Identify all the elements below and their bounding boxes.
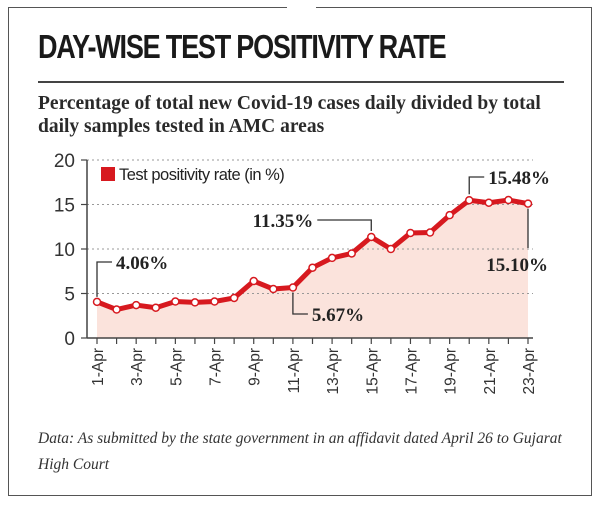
legend-swatch [101,167,115,181]
data-point [425,228,435,237]
data-point [269,284,278,294]
annotation-label: 15.48% [488,168,550,189]
data-point [190,298,200,307]
data-point [308,263,317,272]
data-point [131,300,141,310]
data-point [171,297,180,306]
annotation-label: 5.67% [312,305,364,326]
data-point [229,293,239,303]
data-point [504,195,513,205]
data-point [445,210,454,220]
data-point [484,198,494,207]
x-tick-label: 1-Apr [90,348,107,386]
y-tick-label: 15 [54,196,75,217]
y-tick-label: 0 [64,329,75,350]
y-tick-label: 5 [64,285,75,306]
data-point [327,253,337,263]
x-tick-label: 21-Apr [482,348,499,395]
annotation-leader [468,176,485,195]
legend-label: Test positivity rate (in %) [119,166,284,184]
annotation-leader [292,292,308,315]
x-tick-label: 17-Apr [403,348,420,395]
title-rule [38,81,564,83]
frame-top-right [316,7,591,8]
data-point [288,283,298,292]
x-tick-label: 13-Apr [325,348,342,395]
annotation-leader [317,219,372,231]
data-point [151,303,161,312]
chart-title: DAY-WISE TEST POSITIVITY RATE [38,28,447,65]
frame-top-left [8,7,287,8]
annotation-label: 11.35% [253,211,314,232]
data-point [112,305,121,314]
x-tick-label: 15-Apr [364,348,381,395]
x-tick-label: 9-Apr [247,348,264,386]
y-tick-label: 10 [54,240,75,261]
x-tick-label: 19-Apr [443,348,460,395]
annotation-label: 15.10% [486,255,548,276]
data-point [92,297,102,307]
data-point [210,297,219,306]
data-point [386,244,396,254]
data-point [406,228,415,238]
chart-subtitle: Percentage of total new Covid-19 cases d… [38,93,541,137]
x-tick-label: 11-Apr [286,348,303,393]
annotation-label: 4.06% [116,253,168,274]
x-tick-label: 7-Apr [208,348,225,386]
chart-footnote: Data: As submitted by the state governme… [38,430,562,473]
chart-frame [8,7,592,496]
x-tick-label: 5-Apr [168,348,185,386]
x-tick-label: 23-Apr [521,348,538,395]
annotation-leader [96,261,112,297]
data-point [367,232,376,242]
data-point [347,249,356,258]
data-point [249,276,258,286]
data-point [464,195,474,205]
x-tick-label: 3-Apr [129,348,146,386]
data-point [523,199,533,208]
y-tick-label: 20 [54,151,75,172]
